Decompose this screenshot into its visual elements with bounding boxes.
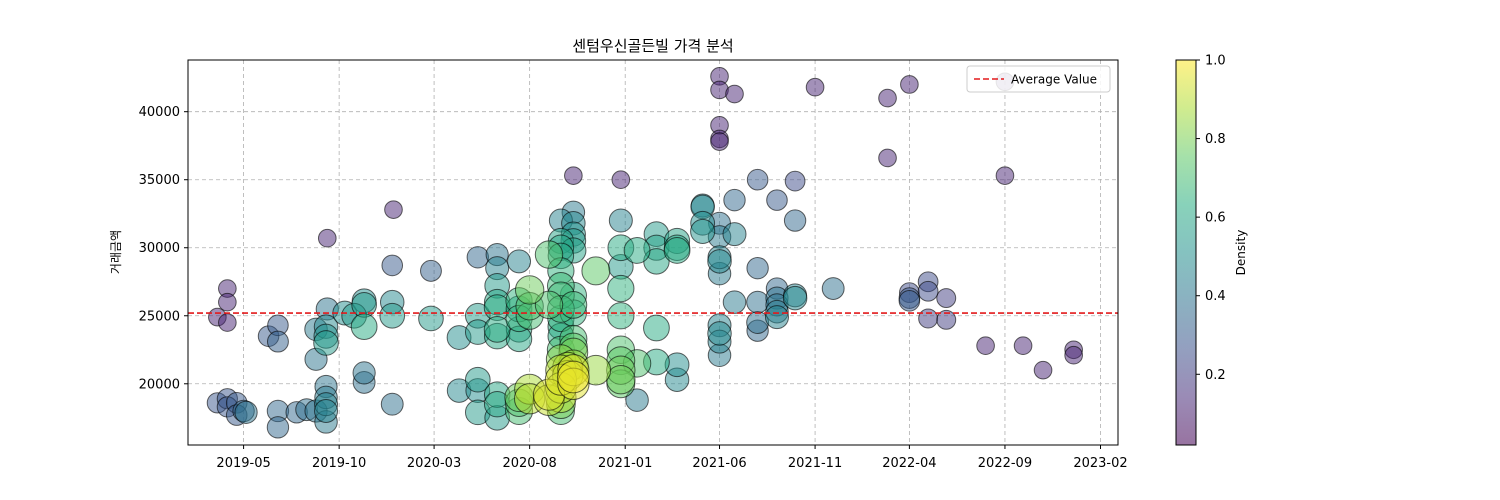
legend: Average Value <box>967 66 1110 92</box>
x-tick-label: 2022-04 <box>882 456 936 471</box>
y-tick-label: 30000 <box>139 241 180 256</box>
data-point <box>785 171 805 191</box>
y-tick-label: 35000 <box>139 173 180 188</box>
data-point <box>879 89 897 107</box>
data-point <box>822 278 844 300</box>
data-point <box>467 247 488 268</box>
data-point <box>609 209 632 232</box>
data-point <box>918 281 938 301</box>
data-point <box>937 289 956 308</box>
data-point <box>235 401 257 423</box>
x-tick-label: 2021-11 <box>788 456 842 471</box>
data-point <box>608 303 634 329</box>
data-point <box>879 149 897 167</box>
data-point <box>996 167 1014 185</box>
x-tick-label: 2022-09 <box>978 456 1032 471</box>
data-point <box>919 309 938 328</box>
colorbar-tick-label: 1.0 <box>1205 54 1226 69</box>
data-point <box>382 255 403 276</box>
data-point <box>747 291 769 313</box>
colorbar-tick-label: 0.4 <box>1205 289 1226 304</box>
y-axis-label: 거래금액 <box>109 230 123 274</box>
data-point <box>267 417 288 438</box>
data-point <box>385 201 403 219</box>
chart-container: 센텀우신골든빌 가격 분석 거래금액 2019-05 2019-10 2020-03… <box>0 0 1500 500</box>
legend-label: Average Value <box>1011 73 1097 87</box>
data-point <box>711 133 729 151</box>
data-point <box>784 210 805 231</box>
data-point <box>1065 346 1083 364</box>
data-point <box>351 314 377 340</box>
data-point <box>421 260 442 281</box>
data-point <box>515 276 543 304</box>
chart-title: 센텀우신골든빌 가격 분석 <box>572 37 733 55</box>
data-point <box>315 399 338 422</box>
data-point <box>624 238 650 264</box>
x-tick-label: 2020-03 <box>407 456 461 471</box>
data-point <box>767 190 788 211</box>
data-point <box>535 241 562 268</box>
colorbar-tick-label: 0.6 <box>1205 211 1226 226</box>
data-point <box>419 306 444 331</box>
x-tick-label: 2020-08 <box>502 456 556 471</box>
data-point <box>558 361 590 393</box>
data-point <box>664 238 690 264</box>
colorbar-label: Density <box>1234 230 1248 276</box>
data-point <box>353 362 375 384</box>
data-point <box>977 337 995 355</box>
data-point <box>314 331 339 356</box>
colorbar: 0.2 0.4 0.6 0.8 1.0 Density <box>1176 54 1248 446</box>
data-point <box>723 291 746 314</box>
data-point <box>708 250 732 274</box>
data-point <box>726 85 744 103</box>
y-tick-label: 40000 <box>139 105 180 120</box>
data-point <box>219 314 237 332</box>
data-point <box>724 189 745 210</box>
data-point <box>219 293 237 311</box>
data-point <box>901 76 919 94</box>
x-tick-label: 2021-06 <box>692 456 746 471</box>
x-tick-label: 2021-01 <box>598 456 652 471</box>
data-point <box>318 229 336 247</box>
data-point <box>747 169 768 190</box>
data-point <box>691 219 715 243</box>
colorbar-tick-label: 0.2 <box>1205 368 1226 383</box>
data-point <box>612 171 630 189</box>
x-tick-label: 2019-10 <box>312 456 366 471</box>
y-tick-label: 25000 <box>139 309 180 324</box>
data-point <box>708 322 732 346</box>
data-point <box>380 303 405 328</box>
data-point <box>899 291 920 312</box>
data-point <box>381 393 403 415</box>
data-point <box>1014 337 1032 355</box>
data-point <box>765 306 788 329</box>
data-point <box>1034 361 1052 379</box>
x-tick-label: 2023-02 <box>1073 456 1127 471</box>
data-point <box>783 286 807 310</box>
data-point <box>508 250 531 273</box>
data-point <box>565 167 583 185</box>
data-point <box>267 331 288 352</box>
data-point <box>747 257 768 278</box>
colorbar-tick-label: 0.8 <box>1205 132 1226 147</box>
colorbar-gradient <box>1176 60 1196 445</box>
x-tick-label: 2019-05 <box>216 456 270 471</box>
data-point <box>644 315 670 341</box>
data-point <box>560 291 587 318</box>
data-point <box>723 223 746 246</box>
data-point <box>806 78 824 96</box>
scatter-chart: 센텀우신골든빌 가격 분석 거래금액 2019-05 2019-10 2020-03… <box>0 0 1500 500</box>
data-point <box>582 257 610 285</box>
data-point <box>608 275 634 301</box>
y-tick-label: 20000 <box>139 377 180 392</box>
